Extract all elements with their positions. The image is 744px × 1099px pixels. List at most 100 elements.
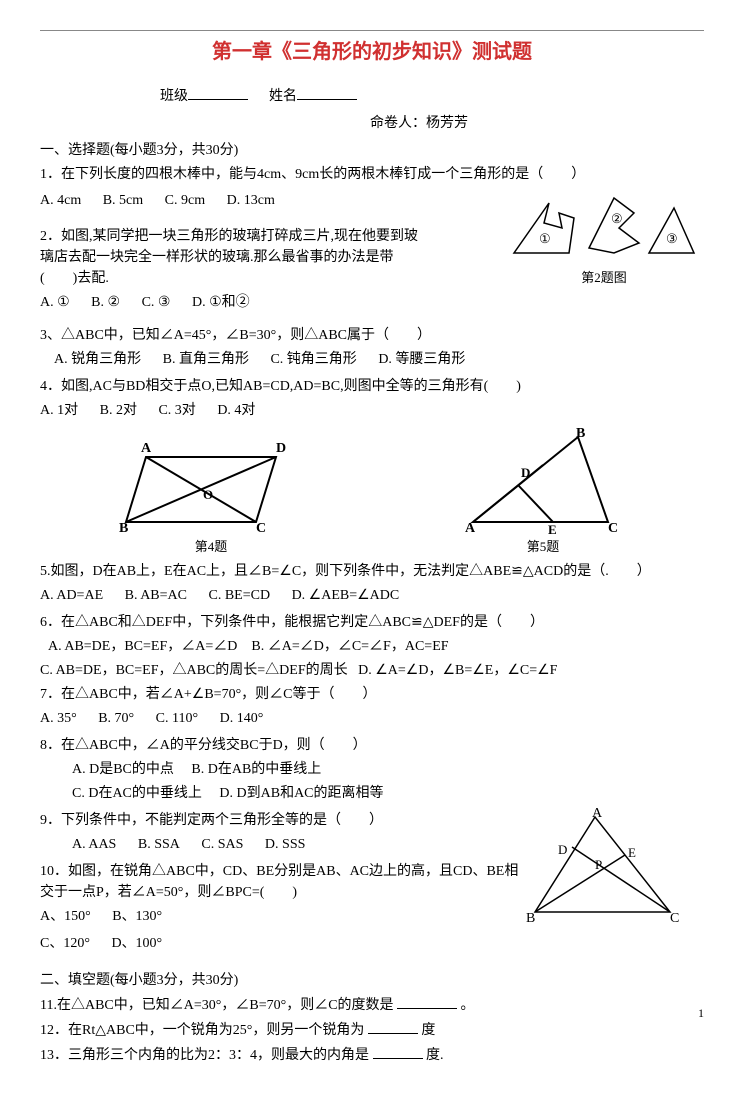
q6-opt-d: D. ∠A=∠D，∠B=∠E，∠C=∠F [358, 663, 557, 678]
q4-figure: A D B C O 第4题 [111, 437, 311, 557]
q10-opt-c: C、120° [40, 936, 90, 951]
svg-text:D: D [558, 842, 567, 857]
q4-text: 4．如图,AC与BD相交于点O,已知AB=CD,AD=BC,则图中全等的三角形有… [40, 376, 704, 397]
q3-opt-d: D. 等腰三角形 [378, 352, 465, 367]
q5-opt-b: B. AB=AC [125, 588, 187, 603]
q4-options: A. 1对 B. 2对 C. 3对 D. 4对 [40, 400, 704, 421]
q6-line2: C. AB=DE，BC=EF，△ABC的周长=△DEF的周长 D. ∠A=∠D，… [40, 660, 704, 681]
q4-opt-b: B. 2对 [100, 403, 137, 418]
svg-text:②: ② [611, 211, 623, 226]
q8-line1: A. D是BC的中点 B. D在AB的中垂线上 [40, 759, 704, 780]
q9-opt-b: B. SSA [138, 837, 180, 852]
q9-opt-a: A. AAS [72, 837, 116, 852]
svg-text:P: P [595, 857, 602, 872]
svg-text:D: D [521, 465, 530, 480]
q11-blank [397, 994, 457, 1009]
q12-text: 12．在Rt△ABC中，一个锐角为25°，则另一个锐角为 [40, 1023, 364, 1038]
fig4-caption: 第4题 [111, 537, 311, 557]
q2-figure: ① ② ③ 第2题图 [504, 188, 704, 288]
page-number: 1 [698, 1004, 704, 1022]
q2-opt-d: D. ①和② [192, 295, 250, 310]
q10-opt-b: B、130° [112, 909, 162, 924]
q1-opt-c: C. 9cm [165, 193, 205, 208]
svg-text:D: D [276, 441, 286, 456]
svg-text:A: A [592, 807, 603, 821]
svg-text:E: E [628, 845, 636, 860]
q1-opt-b: B. 5cm [103, 193, 143, 208]
q2-opt-a: A. ① [40, 295, 70, 310]
q9-opt-c: C. SAS [201, 837, 243, 852]
q6-opt-c: C. AB=DE，BC=EF，△ABC的周长=△DEF的周长 [40, 663, 348, 678]
svg-text:A: A [141, 441, 152, 456]
name-label: 姓名 [269, 89, 297, 104]
q7-options: A. 35° B. 70° C. 110° D. 140° [40, 708, 704, 729]
student-info-line: 班级 姓名 [40, 85, 704, 107]
svg-text:C: C [256, 521, 266, 536]
q12-suffix: 度 [421, 1023, 435, 1038]
section1-head: 一、选择题(每小题3分，共30分) [40, 140, 704, 161]
q7-opt-d: D. 140° [220, 711, 264, 726]
svg-text:E: E [548, 522, 557, 537]
q12-blank [368, 1019, 418, 1034]
q3-text: 3、△ABC中，已知∠A=45°，∠B=30°，则△ABC属于（ ） [40, 325, 704, 346]
q7-opt-a: A. 35° [40, 711, 77, 726]
q7-opt-c: C. 110° [156, 711, 198, 726]
author-line: 命卷人：杨芳芳 [40, 113, 704, 134]
q4-opt-a: A. 1对 [40, 403, 78, 418]
q9-text: 9．下列条件中，不能判定两个三角形全等的是（ ） [40, 810, 520, 831]
q2-options: A. ① B. ② C. ③ D. ①和② [40, 292, 504, 313]
q6-opt-a: A. AB=DE，BC=EF，∠A=∠D [48, 639, 237, 654]
svg-text:①: ① [539, 231, 551, 246]
q3-opt-c: C. 钝角三角形 [270, 352, 356, 367]
q13-suffix: 度. [426, 1048, 444, 1063]
page-title: 第一章《三角形的初步知识》测试题 [40, 37, 704, 67]
q1-opt-a: A. 4cm [40, 193, 81, 208]
q9-opt-d: D. SSS [265, 837, 305, 852]
q6-line1: A. AB=DE，BC=EF，∠A=∠D B. ∠A=∠D，∠C=∠F，AC=E… [40, 636, 704, 657]
svg-text:A: A [465, 521, 476, 536]
q2-opt-b: B. ② [91, 295, 120, 310]
q10-figure: A D E P B C [520, 807, 680, 927]
svg-text:③: ③ [666, 231, 678, 246]
q4-opt-c: C. 3对 [158, 403, 195, 418]
q5-options: A. AD=AE B. AB=AC C. BE=CD D. ∠AEB=∠ADC [40, 585, 704, 606]
section2-head: 二、填空题(每小题3分，共30分) [40, 970, 704, 991]
q6-text: 6．在△ABC和△DEF中，下列条件中，能根据它判定△ABC≌△DEF的是（ ） [40, 612, 704, 633]
q6-opt-b: B. ∠A=∠D，∠C=∠F，AC=EF [251, 639, 448, 654]
q8-opt-c: C. D在AC的中垂线上 [72, 786, 202, 801]
q1-opt-d: D. 13cm [227, 193, 275, 208]
q8-opt-d: D. D到AB和AC的距离相等 [219, 786, 383, 801]
q2-text: 2．如图,某同学把一块三角形的玻璃打碎成三片,现在他要到玻璃店去配一块完全一样形… [40, 226, 420, 289]
q11-text: 11.在△ABC中，已知∠A=30°，∠B=70°，则∠C的度数是 [40, 998, 394, 1013]
q13: 13．三角形三个内角的比为2：3：4，则最大的内角是 度. [40, 1044, 704, 1066]
q2-opt-c: C. ③ [142, 295, 171, 310]
q5-opt-a: A. AD=AE [40, 588, 103, 603]
class-label: 班级 [160, 89, 188, 104]
q10-options-1: A、150° B、130° [40, 906, 520, 927]
q8-text: 8．在△ABC中，∠A的平分线交BC于D，则（ ） [40, 735, 704, 756]
svg-text:B: B [119, 521, 128, 536]
q10-options-2: C、120° D、100° [40, 933, 520, 954]
q11-suffix: 。 [461, 998, 475, 1013]
q2-fig-caption: 第2题图 [504, 268, 704, 288]
q12: 12．在Rt△ABC中，一个锐角为25°，则另一个锐角为 度 [40, 1019, 704, 1041]
q13-blank [373, 1044, 423, 1059]
q7-opt-b: B. 70° [98, 711, 134, 726]
q8-line2: C. D在AC的中垂线上 D. D到AB和AC的距离相等 [40, 783, 704, 804]
q8-opt-b: B. D在AB的中垂线上 [191, 762, 321, 777]
q10-opt-d: D、100° [111, 936, 162, 951]
q3-options: A. 锐角三角形 B. 直角三角形 C. 钝角三角形 D. 等腰三角形 [40, 349, 704, 370]
svg-text:C: C [608, 521, 618, 536]
q5-text: 5.如图，D在AB上，E在AC上，且∠B=∠C，则下列条件中，无法判定△ABE≌… [40, 561, 704, 582]
q5-figure: B D A E C 第5题 [453, 427, 633, 557]
q9-options: A. AAS B. SSA C. SAS D. SSS [40, 834, 520, 855]
q8-opt-a: A. D是BC的中点 [72, 762, 174, 777]
q7-text: 7．在△ABC中，若∠A+∠B=70°，则∠C等于（ ） [40, 684, 704, 705]
name-blank [297, 85, 357, 100]
q1-text: 1．在下列长度的四根木棒中，能与4cm、9cm长的两根木棒钉成一个三角形的是（ … [40, 164, 704, 185]
q3-opt-a: A. 锐角三角形 [54, 352, 141, 367]
q10-opt-a: A、150° [40, 909, 91, 924]
q4-opt-d: D. 4对 [217, 403, 255, 418]
svg-text:B: B [576, 427, 585, 441]
q1-options: A. 4cm B. 5cm C. 9cm D. 13cm [40, 190, 504, 211]
